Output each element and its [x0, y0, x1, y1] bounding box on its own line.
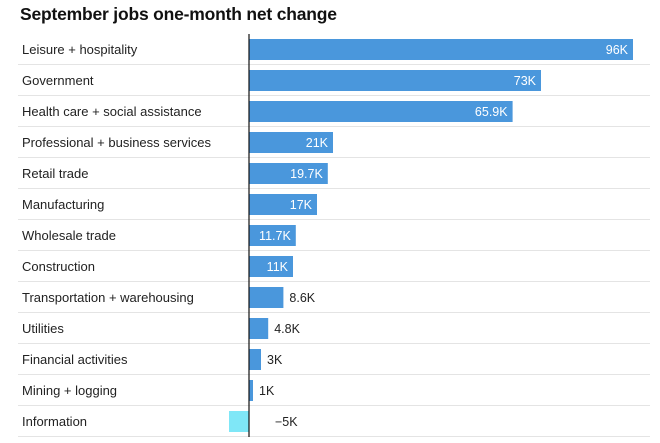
category-label: Retail trade [22, 166, 88, 181]
bar [229, 411, 249, 432]
chart-title: September jobs one-month net change [20, 4, 337, 24]
bar [249, 256, 293, 277]
bar [249, 194, 317, 215]
category-label: Wholesale trade [22, 228, 116, 243]
value-label: −5K [275, 415, 298, 429]
value-label: 3K [267, 353, 283, 367]
category-label: Financial activities [22, 352, 128, 367]
bar [249, 380, 253, 401]
category-label: Leisure + hospitality [22, 42, 138, 57]
category-label: Professional + business services [22, 135, 211, 150]
bar [249, 163, 328, 184]
category-label: Mining + logging [22, 383, 117, 398]
bar-chart: Leisure + hospitality 96K Government 73K Hea… [18, 34, 650, 437]
bar [249, 349, 261, 370]
bar [249, 132, 333, 153]
category-label: Health care + social assistance [22, 104, 202, 119]
value-label: 73K [514, 74, 537, 88]
category-label: Government [22, 73, 94, 88]
category-label: Manufacturing [22, 197, 104, 212]
value-label: 65.9K [475, 105, 508, 119]
value-label: 11.7K [259, 229, 291, 243]
bar [249, 70, 541, 91]
bar [249, 101, 513, 122]
value-label: 17K [290, 198, 313, 212]
category-label: Utilities [22, 321, 64, 336]
value-label: 96K [606, 43, 629, 57]
value-label: 1K [259, 384, 275, 398]
value-label: 8.6K [289, 291, 315, 305]
category-label: Transportation + warehousing [22, 290, 194, 305]
bar [249, 225, 296, 246]
value-label: 11K [267, 260, 289, 274]
bar [249, 318, 269, 339]
category-label: Information [22, 414, 87, 429]
bar [249, 287, 284, 308]
bar [249, 39, 633, 60]
value-label: 21K [306, 136, 329, 150]
value-label: 19.7K [290, 167, 323, 181]
category-label: Construction [22, 259, 95, 274]
value-label: 4.8K [274, 322, 300, 336]
